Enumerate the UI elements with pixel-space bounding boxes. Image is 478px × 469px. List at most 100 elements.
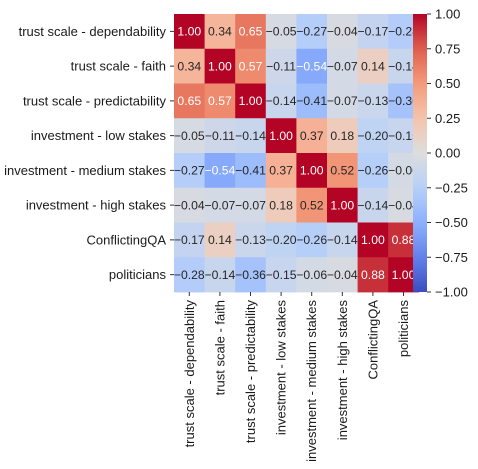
heatmap-cell: [204, 257, 236, 293]
heatmap-cell: [235, 257, 267, 293]
x-axis-tick-labels: trust scale - dependability trust scale -…: [182, 292, 411, 462]
heatmap-cell: [327, 118, 358, 154]
heatmap-cell-value: 0.52: [300, 198, 324, 212]
heatmap-cell-value: 1.00: [392, 268, 416, 282]
heatmap-cell-value: −0.14: [204, 268, 235, 282]
colorbar-tick-label: −0.25: [435, 180, 468, 195]
heatmap-cell-value: −0.14: [235, 129, 266, 143]
heatmap-cell-value: −0.07: [327, 59, 358, 73]
heatmap-cell: [265, 83, 297, 119]
x-axis-tick-label: investment - medium stakes: [304, 300, 319, 462]
heatmap-cell: [357, 257, 389, 293]
heatmap-cell: [204, 153, 236, 189]
colorbar-tick-label: −1.00: [435, 285, 468, 300]
y-axis-tick-label: politicians: [109, 267, 167, 282]
heatmap-cell-value: −0.36: [235, 268, 266, 282]
heatmap-cell: [296, 83, 328, 119]
heatmap-cell: [235, 83, 267, 119]
heatmap-cell: [357, 48, 389, 84]
heatmap-cell: [296, 153, 328, 189]
heatmap-cell-value: −0.54: [204, 164, 235, 178]
heatmap-cell: [174, 153, 205, 189]
heatmap-cell: [265, 14, 297, 50]
heatmap-cell-value: −0.04: [327, 268, 358, 282]
heatmap-cell-value: −0.14: [388, 59, 419, 73]
heatmap-cell-value: −0.04: [174, 198, 205, 212]
heatmap-cell-value: −0.27: [174, 164, 205, 178]
heatmap-cell-value: 1.00: [239, 94, 263, 108]
heatmap-cell: [296, 118, 328, 154]
heatmap-cell: [204, 48, 236, 84]
heatmap-cells: 1.00 0.34 0.65 −0.05 −0.27 −0.04 −0.17 −0.280.3…: [174, 14, 420, 293]
heatmap-cell-value: −0.36: [388, 94, 419, 108]
heatmap-cell-value: 0.14: [361, 59, 385, 73]
y-axis-tick-label: trust scale - dependability: [19, 24, 167, 39]
heatmap-cell-value: −0.54: [296, 59, 327, 73]
heatmap-cell: [235, 48, 267, 84]
colorbar-tick-label: 0.75: [435, 41, 460, 56]
heatmap-cell: [204, 83, 236, 119]
heatmap-cell-value: 1.00: [361, 233, 385, 247]
y-axis-tick-label: trust scale - faith: [71, 59, 166, 74]
heatmap-cell-value: −0.41: [296, 94, 327, 108]
heatmap-cell: [265, 187, 297, 223]
heatmap-cell: [235, 14, 267, 50]
heatmap-cell: [204, 14, 236, 50]
heatmap-cell-value: −0.07: [204, 198, 235, 212]
heatmap-cell: [235, 118, 267, 154]
heatmap-cell: [174, 14, 205, 50]
x-axis-tick-label: investment - high stakes: [335, 300, 350, 441]
heatmap-cell-value: −0.04: [388, 198, 419, 212]
heatmap-cell-value: −0.14: [327, 233, 358, 247]
heatmap-cell-value: −0.14: [357, 198, 388, 212]
heatmap-cell-value: 0.88: [361, 268, 385, 282]
heatmap-cell-value: 1.00: [330, 198, 354, 212]
heatmap-cell: [235, 153, 267, 189]
heatmap-cell: [327, 48, 358, 84]
y-axis-tick-label: investment - medium stakes: [4, 163, 166, 178]
heatmap-cell-value: 0.37: [269, 164, 293, 178]
heatmap-cell: [296, 14, 328, 50]
heatmap-cell-value: −0.11: [205, 129, 235, 143]
heatmap-cell: [174, 48, 205, 84]
heatmap-cell-value: −0.06: [388, 164, 419, 178]
heatmap-cell-value: −0.27: [296, 25, 327, 39]
heatmap-cell-value: −0.15: [388, 129, 419, 143]
heatmap-cell-value: 0.34: [177, 59, 201, 73]
heatmap-cell: [235, 222, 267, 258]
heatmap-cell: [174, 222, 205, 258]
heatmap-cell-value: −0.07: [235, 198, 266, 212]
heatmap-cell-value: −0.07: [327, 94, 358, 108]
heatmap-cell-value: 0.18: [269, 198, 293, 212]
heatmap-cell: [265, 222, 297, 258]
colorbar-tick-label: 0.00: [435, 146, 460, 161]
heatmap-cell-value: −0.20: [266, 233, 297, 247]
heatmap-cell-value: 0.65: [177, 94, 201, 108]
heatmap-cell-value: 1.00: [269, 129, 293, 143]
x-axis-tick-label: politicians: [396, 300, 411, 358]
heatmap-cell: [265, 48, 297, 84]
heatmap-cell-value: 0.57: [208, 94, 232, 108]
heatmap-cell: [265, 257, 297, 293]
heatmap-cell: [204, 222, 236, 258]
heatmap-cell: [327, 14, 358, 50]
heatmap-cell-value: −0.26: [296, 233, 327, 247]
colorbar: 1.00 0.75 0.50 0.25 0.00 −0.25 −0.50 −0.75 −1.00: [413, 7, 468, 300]
heatmap-cell: [327, 153, 358, 189]
colorbar-tick-label: 1.00: [435, 7, 460, 22]
colorbar-gradient: [413, 14, 427, 292]
heatmap-cell: [174, 187, 205, 223]
heatmap-cell-value: 0.18: [330, 129, 354, 143]
heatmap-cell: [327, 222, 358, 258]
heatmap-cell: [204, 118, 236, 154]
heatmap-cell: [204, 187, 236, 223]
heatmap-cell: [357, 222, 389, 258]
heatmap-cell: [327, 257, 358, 293]
heatmap-cell-value: −0.41: [235, 164, 266, 178]
heatmap-cell-value: −0.28: [388, 25, 419, 39]
y-axis-tick-label: trust scale - predictability: [23, 93, 167, 108]
heatmap-cell-value: −0.17: [357, 25, 388, 39]
heatmap-cell-value: −0.05: [266, 25, 297, 39]
heatmap-cell-value: −0.06: [296, 268, 327, 282]
